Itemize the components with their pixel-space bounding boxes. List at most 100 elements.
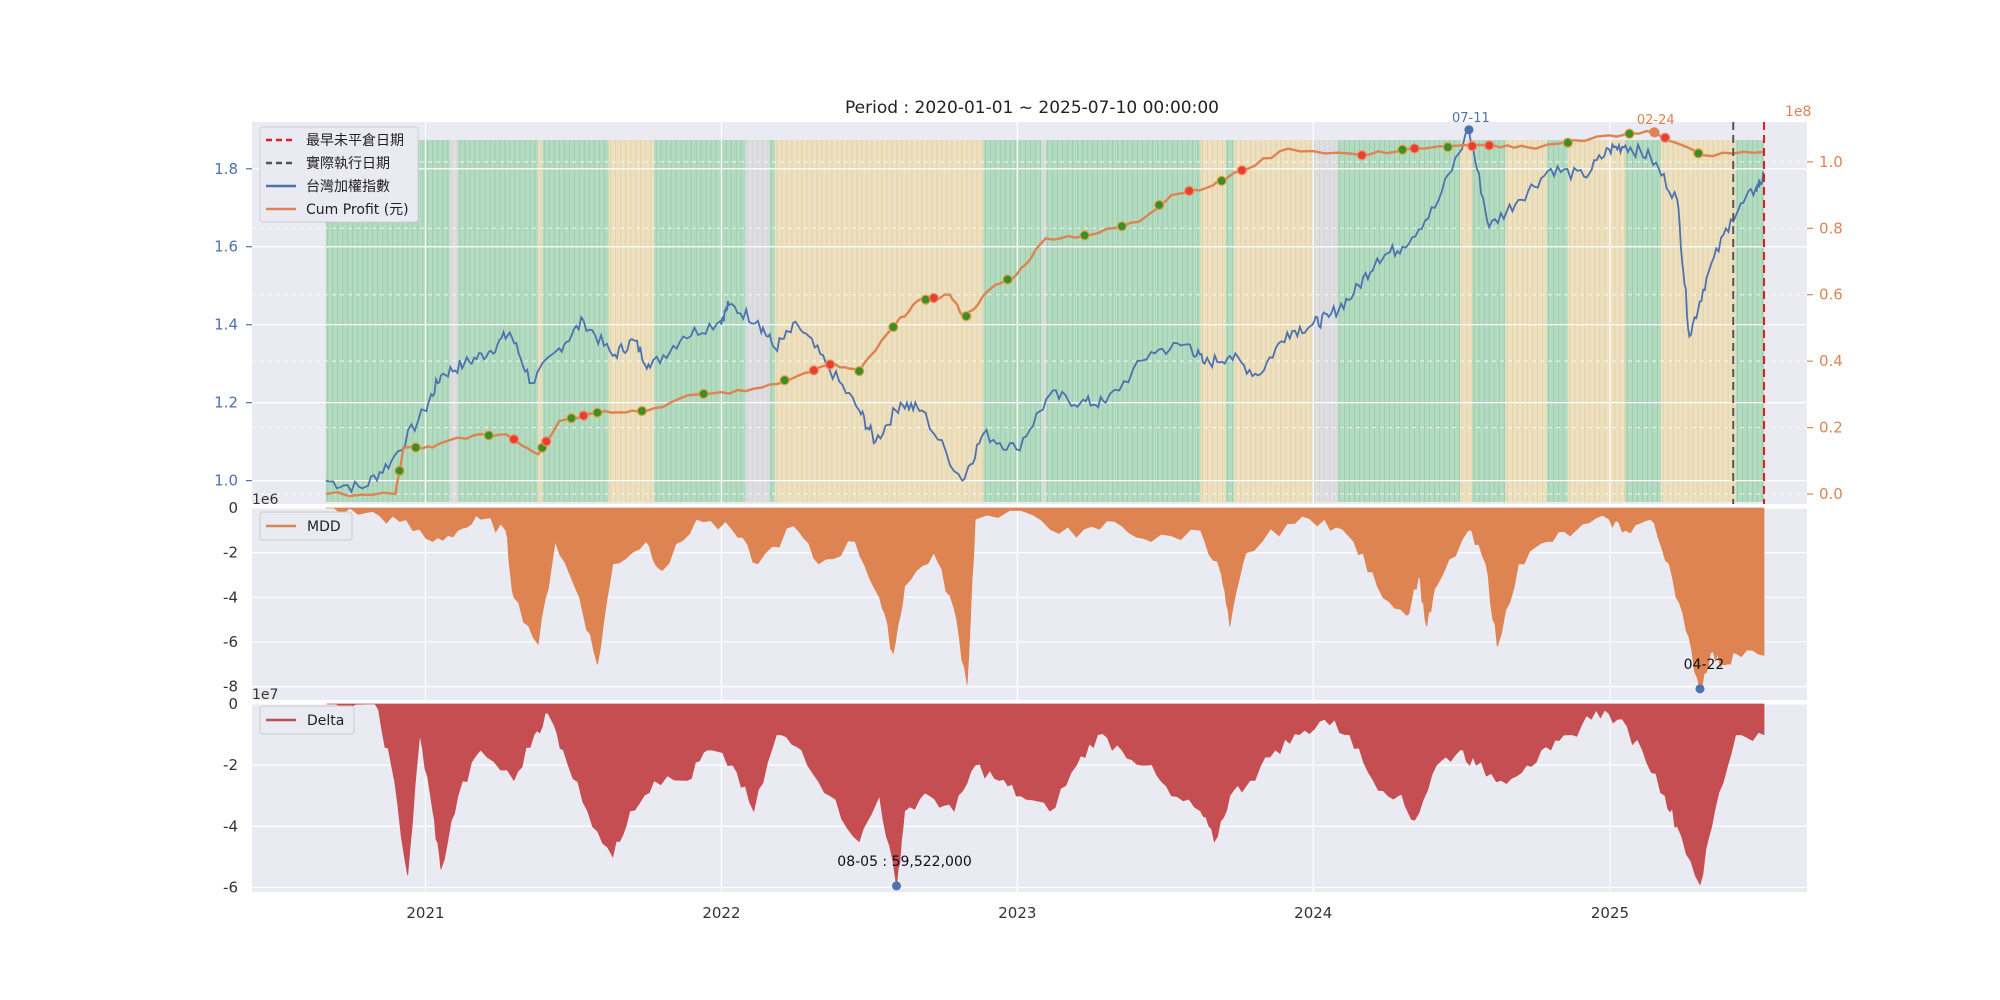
delta-y-tick-label: 0 xyxy=(228,695,238,713)
series-index-line xyxy=(325,127,1765,494)
legend-label-mdd: MDD xyxy=(307,519,341,535)
chart-title: Period : 2020-01-01 ~ 2025-07-10 00:00:0… xyxy=(845,98,1219,118)
band-green xyxy=(542,140,609,502)
trade-marker-red xyxy=(541,436,552,447)
delta-annotation-marker xyxy=(892,881,902,891)
position-bands xyxy=(325,140,1765,502)
band-tan xyxy=(1200,140,1226,502)
delta-y-tick-label: -6 xyxy=(223,878,238,896)
trade-markers xyxy=(394,127,1704,476)
y-left-tick-label: 1.8 xyxy=(214,160,238,178)
legend-label-delta: Delta xyxy=(307,713,344,729)
mdd-axis-offset-label: 1e6 xyxy=(252,492,279,508)
band-green xyxy=(769,140,775,502)
delta-legend: Delta xyxy=(259,705,355,735)
y-right-tick-label: 1.0 xyxy=(1819,153,1843,171)
annotation-label: 07-11 xyxy=(1452,111,1490,126)
delta-axis-offset-label: 1e7 xyxy=(252,687,278,703)
band-green xyxy=(983,140,1042,502)
trade-marker-green xyxy=(854,366,865,377)
band-gray xyxy=(449,140,458,502)
annotation-marker xyxy=(1464,125,1474,135)
trade-marker-green xyxy=(888,321,899,333)
trade-marker-red xyxy=(824,359,836,370)
band-green xyxy=(1546,140,1568,502)
trade-marker-green xyxy=(566,413,577,424)
trade-marker-green xyxy=(1154,199,1165,211)
trade-marker-green xyxy=(698,388,709,399)
legend-label-earliest: 最早未平倉日期 xyxy=(306,133,404,149)
trade-marker-green xyxy=(410,442,421,453)
mdd-annotation-marker xyxy=(1695,684,1705,694)
trade-marker-red xyxy=(808,365,819,376)
x-tick-label: 2022 xyxy=(702,904,740,922)
y-right-tick-label: 0.2 xyxy=(1819,419,1843,437)
trade-marker-green xyxy=(1562,137,1573,148)
mdd-panel-background xyxy=(252,508,1807,700)
band-green xyxy=(654,140,746,502)
y-right-tick-label: 0.8 xyxy=(1819,219,1843,237)
mdd-legend: MDD xyxy=(259,511,353,541)
band-tan xyxy=(608,140,655,502)
annotation-label: 02-24 xyxy=(1637,113,1675,128)
band-green xyxy=(1735,140,1765,502)
band-tan xyxy=(1460,140,1473,502)
trade-marker-red xyxy=(1409,143,1420,154)
mdd-y-tick-label: -8 xyxy=(223,678,238,696)
delta-y-tick-label: -4 xyxy=(223,817,238,835)
trade-marker-red xyxy=(1484,140,1495,151)
top-legend: 最早未平倉日期 實際執行日期 台灣加權指數 Cum Profit (元) xyxy=(259,126,419,223)
band-green xyxy=(1225,140,1234,502)
trade-marker-green xyxy=(1079,230,1090,241)
band-tan xyxy=(1505,140,1547,502)
trade-marker-green xyxy=(1442,141,1453,153)
top-legend-box xyxy=(259,126,419,223)
trade-marker-green xyxy=(483,430,494,441)
x-tick-label: 2023 xyxy=(998,904,1036,922)
mdd-legend-box xyxy=(259,511,353,541)
trade-marker-red xyxy=(1660,132,1671,143)
mdd-panel-series xyxy=(325,507,1765,690)
trade-marker-green xyxy=(1624,128,1635,139)
band-gray xyxy=(1312,140,1338,502)
axis-tick-labels: 2021 2022 2023 2024 2025 1.0 1.2 1.4 1.6 1.8 0.0 0.… xyxy=(214,153,1843,922)
trade-marker-red xyxy=(928,292,939,304)
trade-marker-green xyxy=(779,375,790,386)
right-axis-offset-label: 1e8 xyxy=(1785,104,1811,120)
mdd-y-tick-label: 0 xyxy=(228,499,238,517)
y-left-tick-label: 1.2 xyxy=(214,394,238,412)
band-green xyxy=(1045,140,1201,502)
y-left-tick-label: 1.4 xyxy=(214,316,238,334)
mdd-y-tick-label: -6 xyxy=(223,633,238,651)
annotation-marker xyxy=(1649,127,1659,137)
band-tan xyxy=(1233,140,1313,502)
chart-annotations: 07-11 02-24 04-22 08-05 : 59,522,000 xyxy=(837,111,1724,891)
band-tan xyxy=(1567,140,1626,502)
trade-marker-red xyxy=(1467,141,1478,152)
trade-marker-red xyxy=(578,410,589,421)
trade-marker-green xyxy=(1116,221,1128,232)
band-green xyxy=(1625,140,1662,502)
legend-label-index: 台灣加權指數 xyxy=(306,179,390,195)
trade-marker-red xyxy=(1184,185,1195,196)
trade-marker-red xyxy=(508,434,519,445)
trade-marker-red xyxy=(1236,165,1248,176)
band-tan xyxy=(774,140,984,502)
legend-label-actual: 實際執行日期 xyxy=(306,155,390,172)
y-left-tick-label: 1.6 xyxy=(214,238,238,256)
delta-legend-box xyxy=(259,705,355,735)
mdd-y-tick-label: -2 xyxy=(223,544,238,562)
y-right-tick-label: 0.4 xyxy=(1819,352,1843,370)
trade-marker-green xyxy=(961,311,972,322)
x-tick-label: 2025 xyxy=(1591,904,1629,922)
legend-label-profit: Cum Profit (元) xyxy=(306,202,409,218)
delta-y-tick-label: -2 xyxy=(223,756,238,774)
mdd-annotation-label: 04-22 xyxy=(1684,657,1725,673)
trade-marker-green xyxy=(1397,144,1408,155)
mdd-y-tick-label: -4 xyxy=(223,588,238,606)
x-tick-label: 2021 xyxy=(406,904,444,922)
y-right-tick-label: 0.6 xyxy=(1819,286,1843,304)
trade-marker-green xyxy=(1002,274,1013,285)
trade-marker-green xyxy=(636,405,648,417)
